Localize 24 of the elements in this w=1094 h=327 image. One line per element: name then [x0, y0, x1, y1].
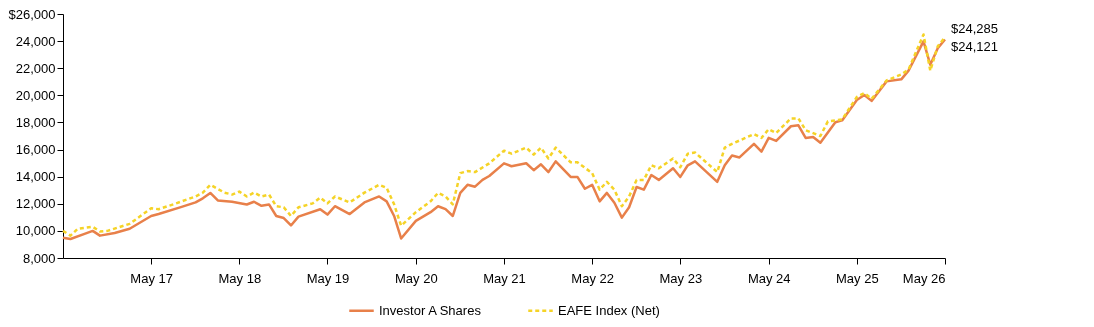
x-tick-label: May 25 [836, 270, 879, 286]
x-tick-label: May 21 [483, 270, 526, 286]
x-tick-label: May 19 [306, 270, 350, 286]
y-tick-label: 10,000 [15, 223, 56, 239]
y-tick-label: 22,000 [15, 60, 56, 76]
x-tick-label: May 24 [747, 270, 791, 286]
x-tick-label: May 23 [659, 270, 703, 286]
annotation: $24,285 [951, 21, 998, 37]
y-tick-label: 24,000 [15, 33, 56, 49]
x-tick-label: May 18 [218, 270, 262, 286]
x-tick-label: May 20 [395, 270, 438, 286]
y-tick-label: 8,000 [22, 250, 56, 266]
y-tick-label: 14,000 [15, 169, 56, 185]
y-tick-label: 12,000 [15, 196, 56, 212]
annotation: $24,121 [951, 39, 998, 55]
y-tick-label: $26,000 [8, 6, 56, 22]
y-tick-label: 20,000 [15, 87, 56, 103]
x-tick-label: May 22 [571, 270, 614, 286]
y-tick-label: 16,000 [15, 142, 56, 158]
legend-label: EAFE Index (Net) [558, 302, 660, 318]
legend-label: Investor A Shares [379, 302, 482, 318]
x-tick-label: May 17 [130, 270, 173, 286]
y-tick-label: 18,000 [15, 114, 56, 130]
x-tick-label: May 26 [902, 270, 946, 286]
